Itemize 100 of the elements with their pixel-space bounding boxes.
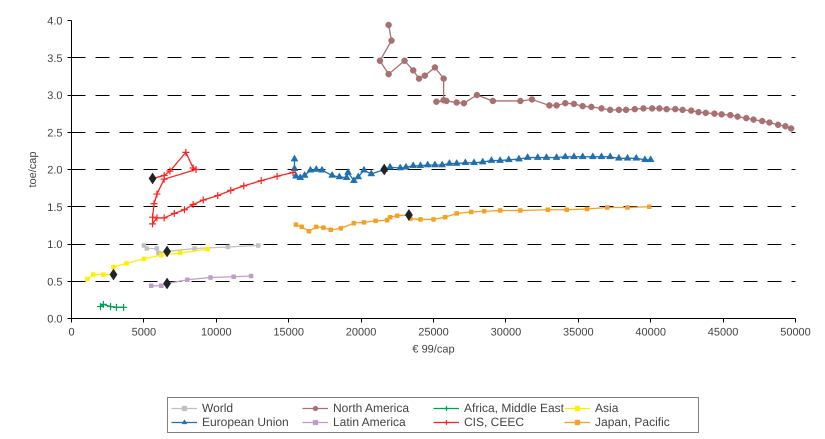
point <box>488 156 496 163</box>
point <box>470 158 478 166</box>
point <box>159 252 164 258</box>
point <box>438 160 446 168</box>
point <box>360 166 368 173</box>
point <box>144 246 150 251</box>
point <box>314 224 318 230</box>
y-tick-label: 0.0 <box>47 314 63 326</box>
point <box>766 119 773 126</box>
point <box>474 92 480 98</box>
point <box>273 172 282 180</box>
point <box>159 283 164 288</box>
point <box>418 217 423 222</box>
point <box>446 159 454 166</box>
point <box>101 272 106 277</box>
point <box>321 225 326 230</box>
point <box>300 171 308 178</box>
point <box>120 303 128 312</box>
point <box>294 222 298 227</box>
point <box>505 156 513 162</box>
point <box>524 153 532 160</box>
point <box>231 274 236 280</box>
point <box>656 105 663 112</box>
point <box>402 162 410 170</box>
point <box>562 152 570 160</box>
point <box>248 274 254 278</box>
point <box>641 156 649 162</box>
point <box>584 206 590 212</box>
legend-label: Latin America <box>332 415 407 429</box>
point <box>328 228 333 232</box>
point <box>588 104 595 110</box>
point <box>622 106 630 114</box>
point <box>534 153 542 160</box>
point <box>431 217 436 222</box>
point <box>579 102 586 110</box>
x-tick-label: 10000 <box>201 326 232 338</box>
point <box>616 106 622 114</box>
point <box>226 186 235 194</box>
legend-label: CIS, CEEC <box>464 415 525 429</box>
point <box>154 246 160 251</box>
point <box>416 75 422 82</box>
y-tick-label: 2.0 <box>47 164 63 176</box>
point <box>546 207 550 212</box>
point <box>336 172 344 180</box>
point <box>422 72 428 79</box>
y-axis-title: toe/cap <box>27 151 40 188</box>
point <box>388 214 392 220</box>
point <box>431 160 439 168</box>
y-tick-label: 3.0 <box>47 90 63 102</box>
point <box>774 122 782 128</box>
point <box>578 152 586 160</box>
y-tick-label: 0.5 <box>47 276 63 288</box>
point <box>362 220 366 225</box>
point <box>615 154 623 161</box>
point <box>598 152 606 160</box>
point <box>90 272 96 277</box>
point <box>208 275 213 280</box>
point <box>124 261 129 266</box>
point <box>189 164 198 172</box>
y-tick-label: 4.0 <box>47 16 63 28</box>
point <box>112 303 120 312</box>
point <box>178 250 182 256</box>
point <box>288 168 298 177</box>
point <box>782 123 789 130</box>
point <box>552 153 560 160</box>
point <box>354 172 362 180</box>
point <box>606 106 614 114</box>
point <box>478 158 486 164</box>
point <box>460 100 468 106</box>
point <box>385 70 392 78</box>
point <box>344 168 352 175</box>
point <box>695 108 702 116</box>
x-tick-label: 5000 <box>132 326 156 338</box>
point <box>306 229 312 234</box>
point <box>647 204 652 209</box>
point <box>182 148 190 156</box>
legend-label: Asia <box>595 401 620 415</box>
point <box>290 154 298 162</box>
point <box>542 153 550 160</box>
point <box>718 111 725 118</box>
point <box>395 213 400 218</box>
point <box>546 102 553 109</box>
point <box>468 210 474 214</box>
point <box>632 106 638 112</box>
point <box>111 264 116 270</box>
point <box>257 176 266 185</box>
point <box>688 107 694 114</box>
point <box>758 118 766 124</box>
x-tick-label: 35000 <box>563 326 594 338</box>
point <box>702 110 709 116</box>
point <box>205 246 210 252</box>
point <box>589 152 597 160</box>
point <box>679 106 686 114</box>
point <box>380 164 388 176</box>
point <box>376 57 384 64</box>
point <box>462 158 470 166</box>
point <box>517 98 524 104</box>
point <box>672 106 679 112</box>
point <box>312 165 320 172</box>
point <box>160 175 168 184</box>
